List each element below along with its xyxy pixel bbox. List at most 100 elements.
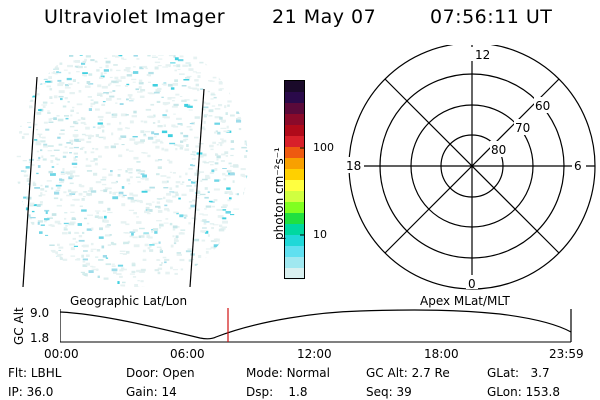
- auroral-speckle: [55, 189, 61, 191]
- auroral-speckle: [182, 214, 188, 216]
- auroral-speckle: [162, 114, 167, 116]
- auroral-speckle: [213, 247, 217, 250]
- auroral-speckle: [199, 155, 204, 158]
- auroral-speckle: [58, 55, 64, 56]
- auroral-speckle: [129, 176, 133, 179]
- auroral-speckle: [152, 201, 155, 203]
- auroral-speckle: [220, 138, 224, 140]
- auroral-speckle: [129, 120, 134, 124]
- auroral-speckle: [129, 231, 136, 233]
- auroral-speckle: [105, 263, 112, 266]
- auroral-speckle: [81, 244, 88, 247]
- auroral-speckle: [157, 267, 163, 270]
- auroral-speckle: [76, 71, 80, 73]
- auroral-speckle: [40, 273, 45, 277]
- auroral-speckle: [140, 139, 145, 142]
- auroral-speckle: [40, 224, 45, 226]
- auroral-speckle: [161, 147, 165, 151]
- auroral-speckle: [24, 55, 30, 57]
- auroral-speckle: [234, 265, 241, 267]
- auroral-speckle: [157, 210, 163, 213]
- auroral-speckle: [88, 270, 94, 273]
- auroral-speckle: [56, 204, 62, 207]
- auroral-speckle: [75, 241, 78, 243]
- auroral-speckle: [119, 269, 124, 272]
- auroral-speckle: [94, 162, 98, 166]
- auroral-speckle: [111, 268, 118, 272]
- auroral-speckle: [17, 181, 21, 184]
- auroral-speckle: [179, 73, 185, 75]
- auroral-speckle: [239, 215, 243, 218]
- auroral-speckle: [229, 197, 232, 200]
- auroral-speckle: [45, 267, 51, 269]
- auroral-speckle: [182, 64, 188, 67]
- auroral-speckle: [172, 82, 178, 86]
- auroral-speckle: [43, 78, 48, 80]
- auroral-speckle: [40, 184, 43, 187]
- auroral-speckle: [228, 64, 234, 66]
- auroral-speckle: [140, 178, 143, 180]
- auroral-speckle: [58, 133, 65, 135]
- auroral-speckle: [198, 284, 203, 287]
- auroral-speckle: [244, 142, 248, 145]
- auroral-speckle: [74, 120, 78, 123]
- auroral-speckle: [50, 102, 54, 104]
- auroral-speckle: [85, 126, 90, 130]
- auroral-speckle: [220, 80, 225, 83]
- auroral-speckle: [129, 150, 134, 152]
- auroral-speckle: [205, 176, 211, 179]
- colorbar: [284, 80, 305, 280]
- auroral-speckle: [43, 82, 46, 85]
- auroral-speckle: [78, 192, 83, 196]
- auroral-speckle: [90, 105, 93, 108]
- auroral-speckle: [28, 56, 34, 58]
- auroral-speckle: [69, 182, 74, 185]
- auroral-speckle: [201, 178, 208, 181]
- colorbar-band: [285, 103, 304, 115]
- auroral-speckle: [194, 208, 200, 211]
- auroral-speckle: [78, 239, 85, 242]
- auroral-speckle: [42, 158, 47, 161]
- auroral-speckle: [207, 191, 210, 193]
- auroral-speckle: [37, 165, 41, 168]
- colorbar-band: [285, 136, 304, 148]
- auroral-speckle: [130, 98, 135, 100]
- auroral-speckle: [102, 129, 105, 133]
- auroral-speckle: [164, 204, 168, 207]
- auroral-speckle: [17, 233, 21, 237]
- auroral-speckle: [81, 254, 85, 258]
- auroral-speckle: [247, 56, 248, 59]
- auroral-speckle: [68, 71, 71, 75]
- auroral-speckle: [203, 221, 210, 223]
- auroral-speckle: [106, 224, 111, 227]
- auroral-speckle: [187, 105, 193, 108]
- auroral-speckle: [115, 85, 121, 87]
- auroral-speckle: [110, 68, 113, 72]
- lat-label-80: 80: [491, 143, 506, 157]
- auroral-speckle: [115, 102, 118, 104]
- auroral-speckle: [16, 222, 22, 225]
- auroral-speckle: [176, 117, 182, 120]
- auroral-speckle: [40, 149, 43, 152]
- auroral-speckle: [240, 173, 245, 177]
- auroral-speckle: [34, 75, 39, 78]
- auroral-speckle: [174, 57, 179, 61]
- auroral-speckle: [82, 231, 85, 234]
- auroral-speckle: [120, 76, 126, 79]
- auroral-speckle: [225, 174, 231, 177]
- auroral-speckle: [85, 55, 91, 58]
- auroral-speckle: [235, 92, 241, 94]
- auroral-speckle: [49, 96, 53, 99]
- auroral-speckle: [205, 250, 209, 254]
- auroral-speckle: [131, 78, 137, 81]
- auroral-speckle: [62, 168, 65, 171]
- auroral-speckle: [132, 276, 137, 278]
- auroral-speckle: [98, 155, 102, 158]
- auroral-speckle: [48, 273, 54, 277]
- auroral-speckle: [82, 73, 85, 77]
- auroral-speckle: [165, 109, 169, 113]
- auroral-speckle: [222, 205, 228, 207]
- auroral-speckle: [30, 217, 36, 219]
- auroral-speckle: [120, 284, 126, 287]
- auroral-speckle: [35, 280, 39, 284]
